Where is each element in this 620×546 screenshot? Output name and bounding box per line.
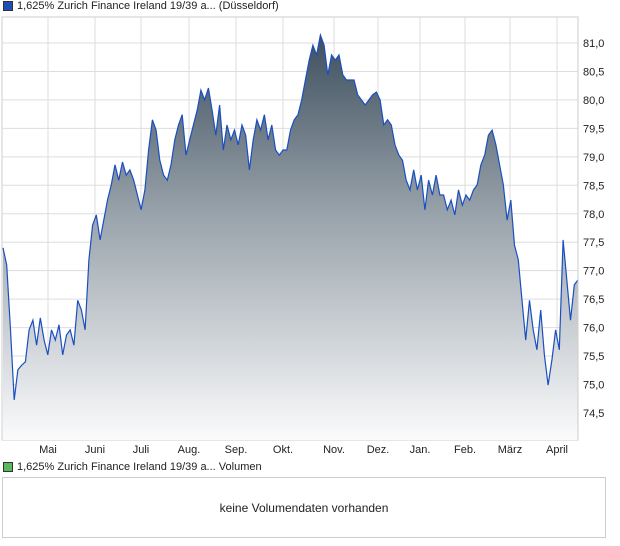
x-tick-label: Juli: [133, 444, 150, 456]
y-tick-label: 74,5: [583, 408, 604, 420]
y-tick-label: 79,0: [583, 152, 604, 164]
y-tick-label: 78,5: [583, 180, 604, 192]
y-tick-label: 77,0: [583, 266, 604, 278]
y-tick-label: 77,5: [583, 237, 604, 249]
x-tick-label: April: [546, 444, 568, 456]
price-line: [2, 32, 579, 400]
y-tick-label: 76,0: [583, 323, 604, 335]
price-legend: 1,625% Zurich Finance Ireland 19/39 a...…: [3, 0, 279, 12]
x-tick-label: Dez.: [367, 444, 390, 456]
x-tick-label: Sep.: [225, 444, 248, 456]
price-area: [3, 35, 578, 440]
price-legend-label: 1,625% Zurich Finance Ireland 19/39 a...…: [17, 0, 279, 12]
y-tick-label: 75,5: [583, 351, 604, 363]
x-tick-label: Nov.: [323, 444, 345, 456]
volume-legend: 1,625% Zurich Finance Ireland 19/39 a...…: [3, 461, 262, 473]
volume-legend-label: 1,625% Zurich Finance Ireland 19/39 a...…: [17, 461, 262, 473]
y-tick-label: 80,0: [583, 95, 604, 107]
x-tick-label: Mai: [39, 444, 57, 456]
y-tick-label: 78,0: [583, 209, 604, 221]
y-tick-label: 80,5: [583, 66, 604, 78]
y-tick-label: 76,5: [583, 294, 604, 306]
x-tick-label: Jan.: [410, 444, 431, 456]
y-tick-label: 75,0: [583, 380, 604, 392]
volume-empty-message: keine Volumendaten vorhanden: [219, 500, 389, 515]
volume-panel: keine Volumendaten vorhanden: [2, 477, 606, 538]
x-tick-label: März: [498, 444, 522, 456]
x-tick-label: Feb.: [454, 444, 476, 456]
y-tick-label: 79,5: [583, 123, 604, 135]
price-legend-swatch: [3, 1, 13, 11]
y-tick-label: 81,0: [583, 38, 604, 50]
price-chart: Mai Juni Juli Aug. Sep. Okt. Nov. Dez. Jan. Feb. M…: [1, 16, 604, 456]
x-tick-label: Aug.: [178, 444, 201, 456]
x-tick-label: Okt.: [273, 444, 293, 456]
volume-legend-swatch: [3, 462, 13, 472]
x-tick-label: Juni: [85, 444, 105, 456]
